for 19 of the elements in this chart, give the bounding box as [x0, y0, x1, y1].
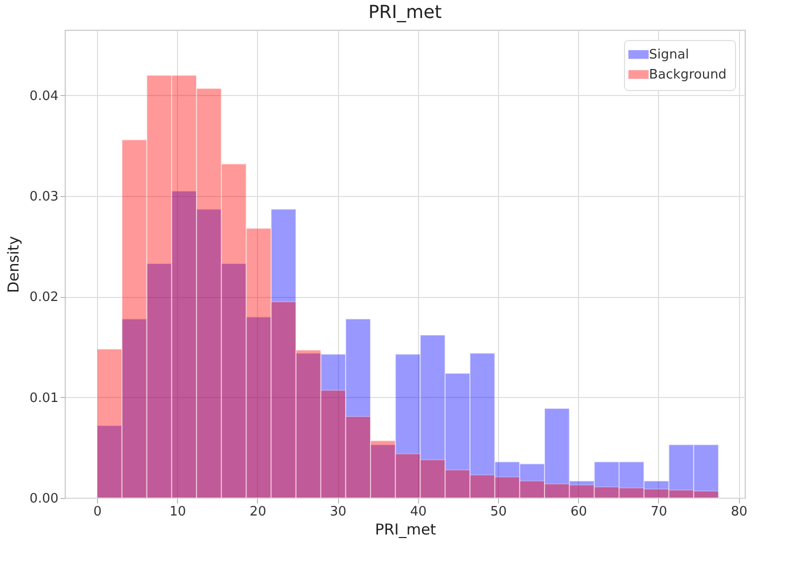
x-tick-label: 30: [330, 504, 346, 520]
x-tick-label: 50: [490, 504, 507, 520]
x-axis-title: PRI_met: [374, 520, 436, 538]
y-tick-label: 0.00: [30, 492, 58, 506]
x-tick-label: 60: [570, 504, 587, 520]
y-axis-title: Density: [4, 236, 23, 294]
x-tick-label: 40: [410, 504, 427, 520]
x-tick-label: 10: [169, 504, 186, 520]
x-tick-label: 0: [93, 504, 102, 520]
y-tick-label: 0.01: [30, 390, 58, 406]
x-tick-label: 20: [250, 504, 266, 520]
x-tick-label: 70: [650, 504, 668, 520]
legend-label: Background: [649, 68, 727, 82]
y-tick-label: 0.03: [30, 190, 58, 205]
legend-label: Signal: [649, 48, 689, 62]
chart-title: PRI_met: [368, 2, 442, 23]
y-tick-label: 0.02: [30, 290, 58, 306]
y-tick-label: 0.04: [30, 88, 58, 104]
x-tick-label: 80: [730, 504, 748, 520]
